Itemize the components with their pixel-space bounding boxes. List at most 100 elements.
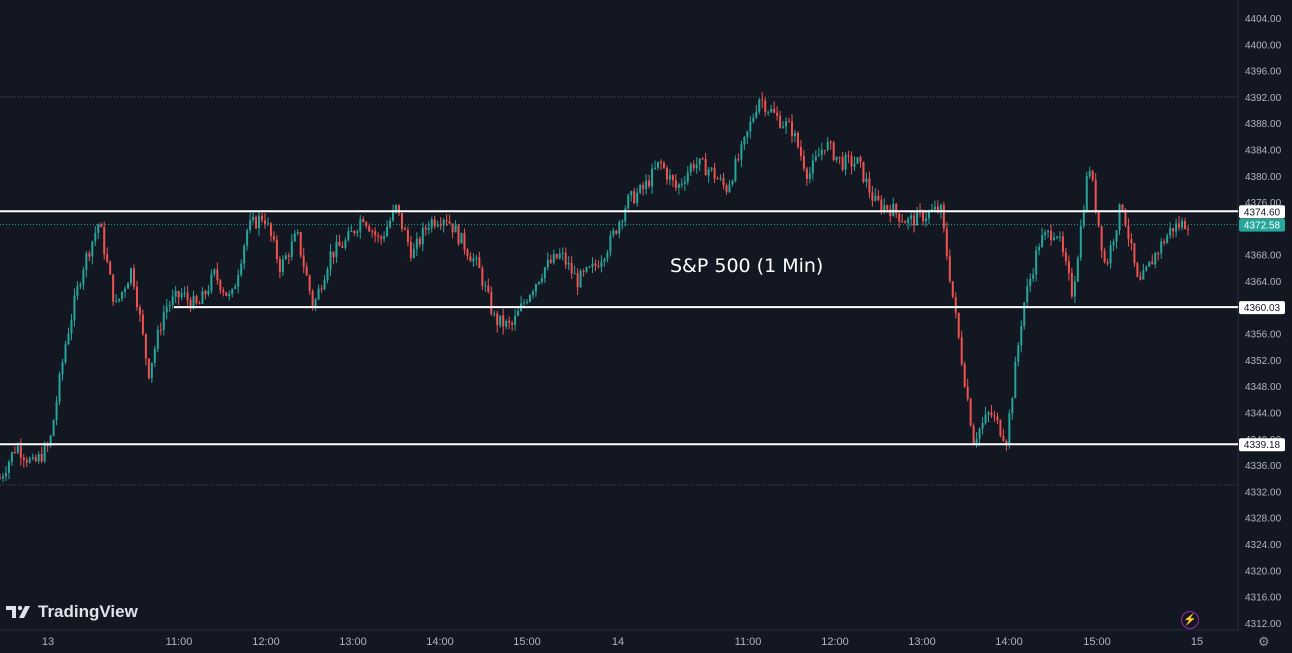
candle-body — [537, 281, 540, 285]
candle-body — [1118, 204, 1121, 231]
candle-body — [585, 267, 588, 272]
y-tick-label: 4348.00 — [1245, 382, 1282, 393]
y-tick-label: 4376.00 — [1245, 198, 1282, 209]
candle-body — [534, 284, 537, 292]
candle-body — [58, 374, 61, 402]
candle-body — [138, 307, 141, 315]
candle-body — [192, 296, 195, 309]
candle-body — [174, 291, 177, 297]
candle-body — [1076, 257, 1079, 282]
candle-body — [246, 230, 249, 246]
candle-body — [502, 315, 505, 327]
current-price-tag — [1239, 218, 1285, 232]
candle-body — [1151, 261, 1154, 265]
candle-body — [299, 232, 302, 256]
candle-body — [195, 296, 198, 304]
candle-body — [927, 211, 930, 219]
candle-body — [356, 231, 359, 234]
candle-body — [615, 230, 618, 234]
candle-body — [153, 348, 156, 363]
level-price-tag — [1239, 301, 1285, 315]
candle-body — [880, 199, 883, 211]
candle-body — [600, 261, 603, 268]
candle-body — [838, 156, 841, 158]
candle-body — [704, 159, 707, 176]
candle-body — [493, 313, 496, 315]
candle-body — [28, 458, 31, 463]
candle-body — [287, 255, 290, 257]
candle-body — [106, 254, 109, 262]
candle-body — [76, 286, 79, 296]
tradingview-watermark[interactable]: TradingView — [6, 602, 138, 622]
candle-body — [975, 438, 978, 444]
candle-body — [43, 445, 46, 462]
candle-body — [636, 192, 639, 204]
candle-body — [1070, 272, 1073, 297]
candle-body — [201, 291, 204, 304]
candle-body — [701, 158, 704, 160]
candle-body — [475, 257, 478, 259]
x-tick-label: 13:00 — [339, 636, 367, 648]
candle-body — [725, 185, 728, 192]
candle-body — [832, 142, 835, 161]
candle-body — [121, 291, 124, 299]
candle-body — [1055, 236, 1058, 238]
candle-body — [639, 184, 642, 193]
candle-body — [835, 156, 838, 161]
candle-body — [353, 230, 356, 234]
candle-body — [13, 452, 16, 454]
candle-body — [936, 206, 939, 212]
candle-body — [540, 278, 543, 282]
candle-body — [612, 230, 615, 236]
candle-body — [1109, 245, 1112, 264]
candle-body — [722, 178, 725, 186]
candle-body — [1130, 239, 1133, 244]
candle-body — [621, 221, 624, 223]
candle-body — [1011, 398, 1014, 414]
candle-body — [1002, 435, 1005, 441]
candle-body — [588, 266, 591, 268]
candle-body — [156, 329, 159, 349]
candle-body — [877, 195, 880, 200]
level-price-label: 4374.60 — [1244, 207, 1281, 218]
candle-body — [177, 291, 180, 298]
candle-body — [359, 219, 362, 232]
candle-body — [141, 314, 144, 335]
candle-body — [19, 446, 22, 458]
candle-body — [1085, 176, 1088, 212]
candle-body — [40, 453, 43, 462]
candle-body — [609, 235, 612, 253]
candle-body — [978, 428, 981, 439]
candle-body — [210, 274, 213, 291]
candle-body — [469, 256, 472, 262]
candle-body — [829, 141, 832, 143]
candle-body — [948, 256, 951, 282]
candle-body — [916, 210, 919, 226]
candle-body — [460, 232, 463, 244]
lightning-icon[interactable]: ⚡ — [1181, 611, 1199, 629]
candle-body — [55, 401, 58, 421]
candle-body — [499, 315, 502, 326]
gear-icon[interactable]: ⚙ — [1258, 634, 1270, 649]
candle-body — [1145, 266, 1148, 271]
candle-body — [171, 296, 174, 305]
candle-body — [1127, 225, 1130, 240]
candle-body — [1026, 286, 1029, 303]
y-tick-label: 4392.00 — [1245, 93, 1282, 104]
watermark-text: TradingView — [38, 602, 138, 621]
candle-body — [380, 236, 383, 239]
candle-body — [281, 259, 284, 272]
candle-body — [511, 322, 514, 325]
candle-body — [668, 175, 671, 180]
candle-body — [67, 333, 70, 345]
candle-body — [258, 215, 261, 229]
candle-body — [237, 275, 240, 287]
candle-body — [850, 156, 853, 167]
candle-body — [296, 232, 299, 234]
candle-body — [100, 224, 103, 228]
candle-body — [1181, 221, 1184, 228]
candle-body — [963, 364, 966, 387]
candle-body — [999, 420, 1002, 436]
candle-body — [683, 182, 686, 184]
